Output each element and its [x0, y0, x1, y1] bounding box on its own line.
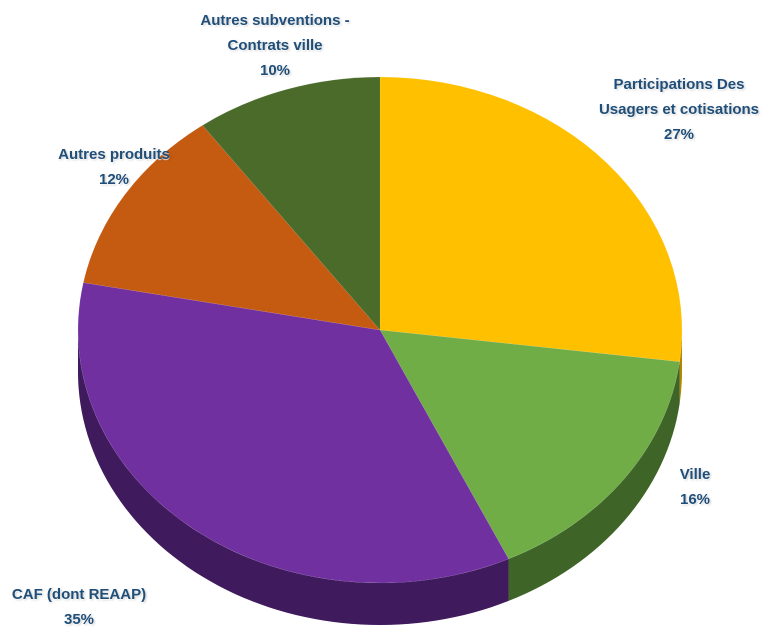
pie-slice-ville — [379, 329, 680, 560]
pie-slice-autres-subventions-contrats-ville — [202, 76, 381, 331]
slice-label-autres-subventions-line2: Contrats ville — [227, 37, 323, 54]
pie-side-layer — [78, 330, 682, 625]
slice-label-ville-line1: Ville — [679, 466, 711, 483]
pie-slice-caf-dont-reaap — [77, 282, 509, 584]
pie-top-layer — [77, 76, 683, 584]
slice-value-participations: 27% — [663, 126, 695, 143]
slice-value-ville: 16% — [679, 491, 711, 508]
pie-side-caf-dont-reaap — [78, 330, 509, 625]
slice-label-participations-line2: Usagers et cotisations — [598, 101, 760, 118]
slice-value-caf: 35% — [63, 611, 95, 628]
slice-label-autres-subventions: Autres subventions - Contrats ville 10% — [180, 8, 370, 83]
slice-label-caf-line1: CAF (dont REAAP) — [11, 586, 147, 603]
slice-label-autres-subventions-line1: Autres subventions - — [200, 12, 350, 29]
slice-label-ville: Ville 16% — [660, 462, 730, 512]
pie-slice-autres-produits — [83, 124, 381, 331]
pie-side-ville — [508, 361, 680, 601]
pie-slice-participations-des-usagers-et-cotisations — [379, 76, 683, 362]
slice-label-autres-produits: Autres produits 12% — [44, 142, 184, 192]
slice-label-participations-line1: Participations Des — [613, 76, 745, 93]
slice-value-autres-produits: 12% — [98, 171, 130, 188]
slice-label-autres-produits-line1: Autres produits — [58, 146, 170, 163]
slice-label-caf: CAF (dont REAAP) 35% — [4, 582, 154, 632]
slice-value-autres-subventions: 10% — [259, 62, 291, 79]
pie-side-participations-des-usagers-et-cotisations — [679, 330, 682, 404]
slice-label-participations: Participations Des Usagers et cotisation… — [584, 72, 774, 147]
